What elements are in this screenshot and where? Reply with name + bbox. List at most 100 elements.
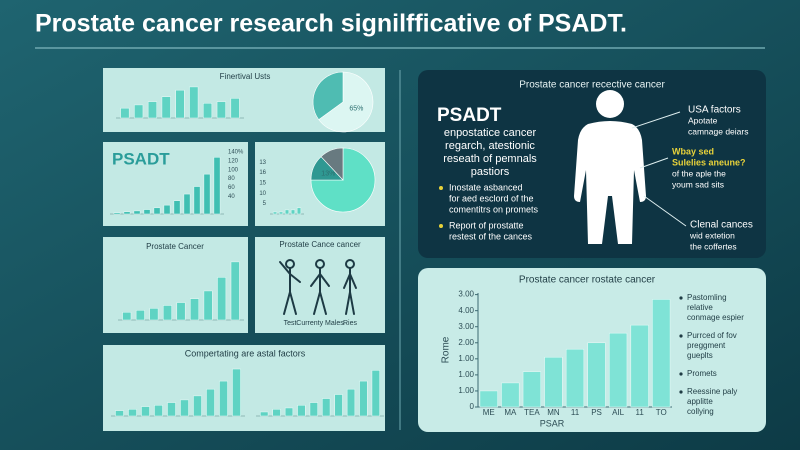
bar: [193, 186, 201, 215]
label: youm sad sits: [672, 179, 724, 189]
y-tick-label: 3.00: [458, 290, 474, 299]
bar: [260, 411, 269, 417]
y-tick-label: 120: [228, 158, 239, 164]
panel: [103, 345, 385, 431]
label: Reessine paly: [687, 387, 737, 396]
bar: [296, 207, 302, 215]
y-tick-label: 5: [263, 201, 267, 207]
pie-slice: [312, 71, 344, 121]
bar: [309, 402, 318, 417]
bar: [176, 302, 186, 321]
bar: [371, 370, 380, 417]
bar: [206, 388, 215, 417]
label: Inostate asbanced: [449, 182, 523, 192]
bar: [359, 380, 368, 417]
x-tick-label: MA: [504, 408, 517, 417]
bar: [501, 382, 520, 408]
label: camnage deiars: [688, 126, 748, 136]
bullet: [679, 296, 683, 300]
bar: [297, 405, 306, 417]
bullet: [679, 390, 683, 394]
bar: [143, 209, 151, 215]
bar: [630, 324, 649, 408]
callout-lines: [631, 111, 687, 227]
y-tick-label: 1.00: [458, 386, 474, 395]
bar: [190, 298, 200, 321]
label: USA factors: [688, 105, 741, 116]
bar: [522, 371, 541, 408]
bar: [175, 89, 185, 119]
bar: [161, 96, 171, 119]
heading: PSADT: [437, 105, 502, 126]
bar: [113, 212, 121, 215]
y-tick-label: 0: [470, 402, 475, 411]
label: wid extetion: [689, 230, 735, 240]
bar: [322, 398, 331, 417]
label: collying: [687, 407, 714, 416]
label: regarch, atestionic: [445, 140, 535, 152]
label: relative: [687, 303, 713, 312]
label: Clenal cances: [690, 220, 753, 231]
label: Wbay sed: [672, 146, 714, 156]
x-tick-label: 11: [636, 408, 645, 417]
figure-silhouette: [574, 90, 646, 244]
y-tick-label: 15: [259, 181, 266, 187]
bar: [167, 402, 176, 417]
chart-title: Finertival Usts: [220, 72, 271, 81]
bar: [278, 211, 284, 215]
bar: [219, 380, 228, 417]
panel-title: Prostate Cance cancer: [279, 240, 361, 249]
bar: [565, 348, 585, 408]
y-tick-label: 10: [259, 191, 266, 197]
bar: [183, 193, 191, 215]
bar: [290, 209, 296, 215]
y-tick-label: 40: [228, 194, 235, 200]
bar: [133, 210, 141, 215]
bar: [173, 200, 181, 215]
bullet: [439, 224, 443, 228]
chart-title: PSADT: [112, 149, 170, 168]
bar: [652, 299, 671, 408]
label: pastiors: [471, 166, 510, 178]
pie-slice: [318, 71, 374, 133]
x-tick-label: AIL: [612, 408, 625, 417]
pie-slice: [320, 147, 344, 181]
label: Promets: [687, 369, 717, 378]
bar: [189, 86, 199, 119]
y-tick-label: 3.00: [458, 322, 474, 331]
y-tick-label: 60: [228, 185, 235, 191]
bar: [134, 104, 144, 119]
label: comentitrs on promets: [449, 204, 539, 214]
y-tick-label: 2.00: [458, 338, 474, 347]
y-axis-label: Rome: [441, 336, 452, 363]
y-tick-label: 1.00: [458, 370, 474, 379]
y-tick-label: 80: [228, 176, 235, 182]
bar: [284, 407, 294, 417]
bar: [230, 98, 240, 119]
label: enpostatice cancer: [444, 127, 537, 139]
bar: [346, 388, 356, 417]
label: conmage espier: [687, 313, 744, 322]
bar: [216, 101, 226, 119]
x-tick-label: TEA: [524, 408, 540, 417]
figures: [279, 259, 357, 315]
label: for aed esclord of the: [449, 193, 534, 203]
bar: [213, 157, 221, 215]
bar: [203, 290, 213, 321]
bar: [232, 368, 241, 417]
bar: [128, 409, 137, 417]
bar: [162, 305, 172, 321]
label: the coffertes: [690, 241, 737, 251]
bar: [609, 332, 628, 408]
bar: [180, 399, 189, 417]
bar: [147, 101, 157, 119]
bar: [135, 310, 145, 321]
slice-label: 13%: [321, 170, 335, 177]
x-tick-label: PS: [591, 408, 602, 417]
label: Apotate: [688, 115, 718, 125]
label: Test: [284, 320, 297, 327]
label: gueplts: [687, 351, 713, 360]
x-tick-label: MN: [547, 408, 560, 417]
bar: [203, 173, 211, 215]
